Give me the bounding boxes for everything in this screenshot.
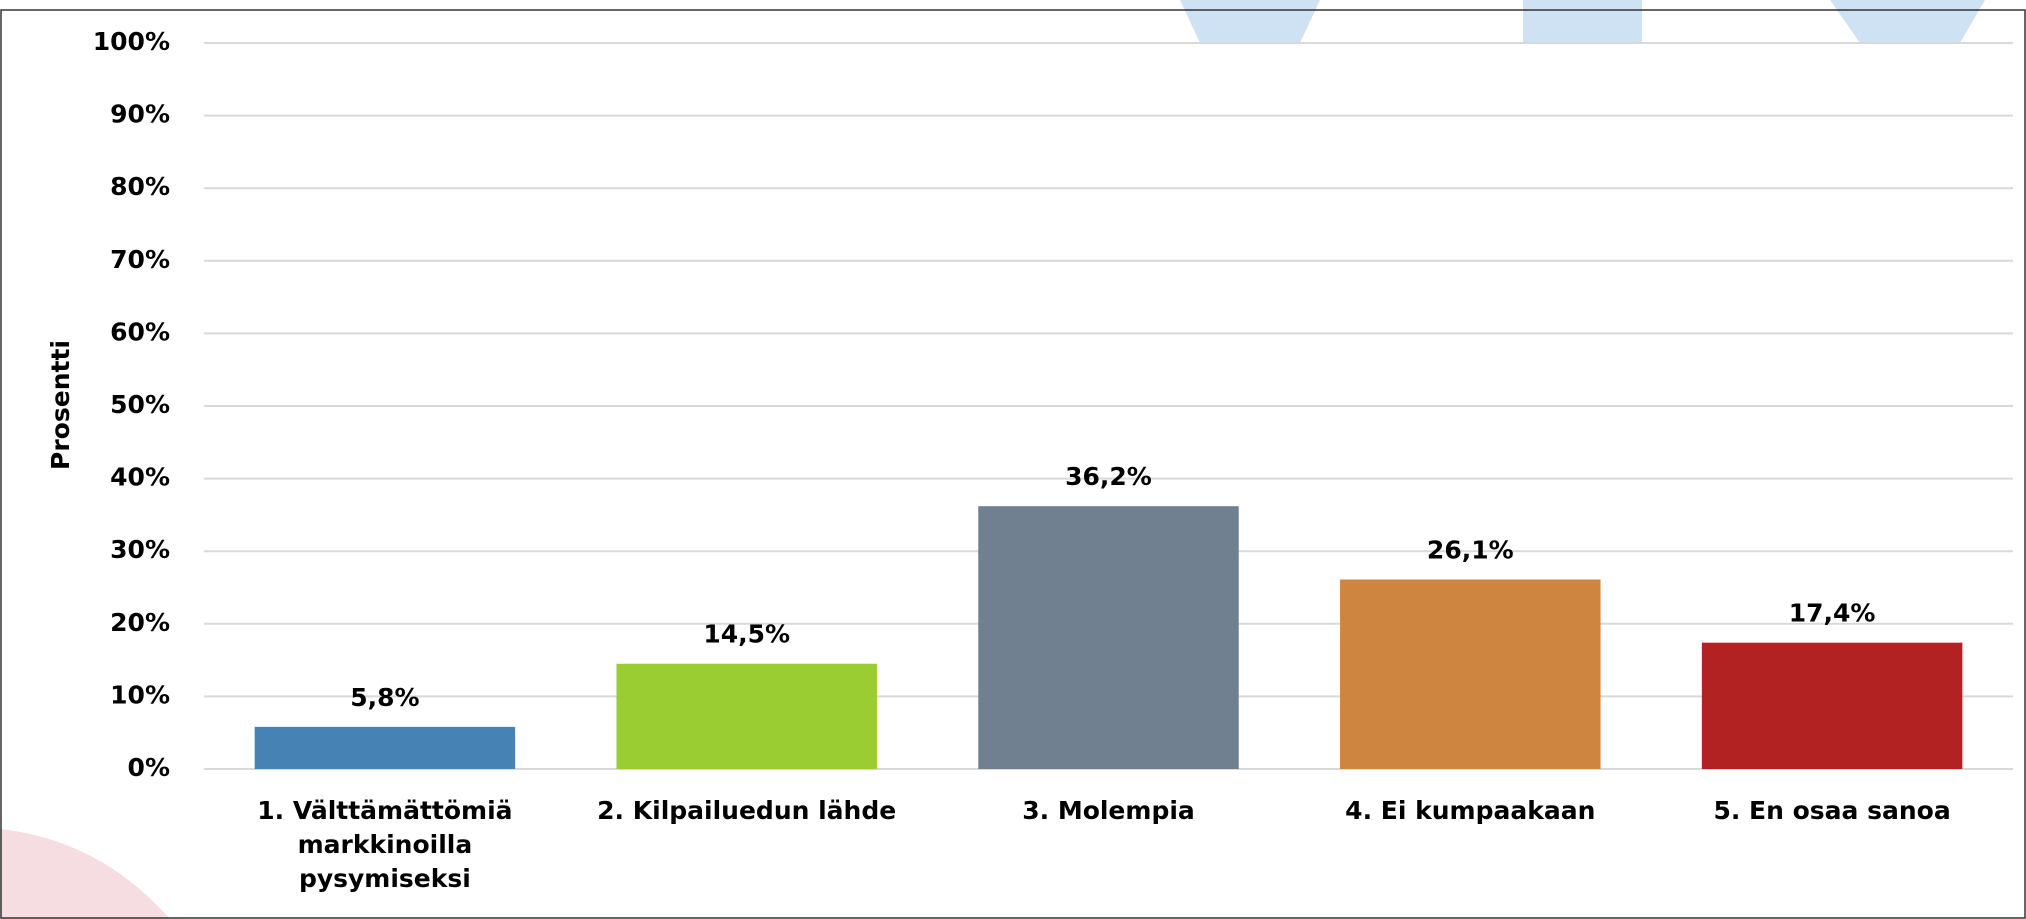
y-tick-label: 100% (93, 27, 170, 56)
chart-frame (0, 9, 2026, 919)
y-tick-label: 0% (128, 753, 170, 782)
y-tick-label: 30% (110, 535, 170, 564)
x-tick-label: 1. Välttämättömiä markkinoilla pysymiseksi (257, 796, 512, 893)
data-label: 14,5% (703, 620, 790, 649)
y-tick-label: 80% (110, 172, 170, 201)
data-label: 36,2% (1065, 462, 1152, 491)
y-tick-label: 10% (110, 680, 170, 709)
x-tick-label: 3. Molempia (1022, 796, 1195, 825)
decoration (1180, 0, 1320, 43)
bar (254, 726, 516, 769)
y-axis-title: Prosentti (46, 340, 75, 470)
bar (1701, 642, 1963, 769)
bar (616, 663, 877, 769)
y-tick-label: 70% (110, 245, 170, 274)
x-tick-label: 2. Kilpailuedun lähde (597, 796, 896, 825)
y-tick-label: 90% (110, 100, 170, 129)
data-label: 5,8% (350, 683, 419, 712)
bar (1340, 579, 1601, 769)
decoration (0, 829, 170, 919)
y-tick-label: 20% (110, 608, 170, 637)
x-tick-label: 4. Ei kumpaakaan (1345, 796, 1595, 825)
data-label: 17,4% (1789, 599, 1876, 628)
y-tick-label: 50% (110, 390, 170, 419)
data-label: 26,1% (1427, 536, 1514, 565)
decoration (1523, 0, 1642, 43)
y-tick-label: 60% (110, 317, 170, 346)
decoration (1830, 0, 1985, 43)
x-tick-label: 5. En osaa sanoa (1713, 796, 1950, 825)
bar (978, 506, 1239, 769)
y-tick-label: 40% (110, 463, 170, 492)
